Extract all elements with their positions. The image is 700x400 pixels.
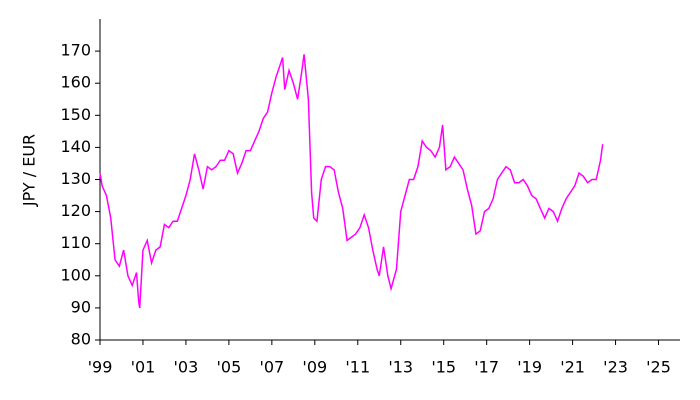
y-tick-label: 140: [60, 137, 91, 156]
y-tick-label: 100: [60, 265, 91, 284]
x-tick-label: '01: [131, 358, 156, 377]
x-tick-label: '19: [517, 358, 542, 377]
x-tick-label: '25: [646, 358, 671, 377]
x-tick-label: '13: [388, 358, 413, 377]
x-tick-label: '09: [302, 358, 327, 377]
y-tick-label: 90: [71, 297, 91, 316]
x-tick-label: '99: [88, 358, 113, 377]
x-tick-label: '23: [603, 358, 628, 377]
y-tick-label: 110: [60, 233, 91, 252]
x-tick-label: '15: [431, 358, 456, 377]
y-tick-label: 80: [71, 330, 91, 349]
data-line: [99, 54, 604, 309]
x-tick-label: '07: [259, 358, 284, 377]
y-axis-label: JPY / EUR: [20, 134, 39, 207]
y-tick-label: 160: [60, 73, 91, 92]
x-tick-label: '17: [474, 358, 499, 377]
y-tick-label: 130: [60, 169, 91, 188]
y-tick-label: 120: [60, 201, 91, 220]
y-tick-label: 150: [60, 105, 91, 124]
x-tick-label: '03: [174, 358, 199, 377]
x-tick-label: '05: [217, 358, 242, 377]
x-tick-label: '11: [345, 358, 370, 377]
x-tick-label: '21: [560, 358, 585, 377]
y-tick-label: 170: [60, 41, 91, 60]
